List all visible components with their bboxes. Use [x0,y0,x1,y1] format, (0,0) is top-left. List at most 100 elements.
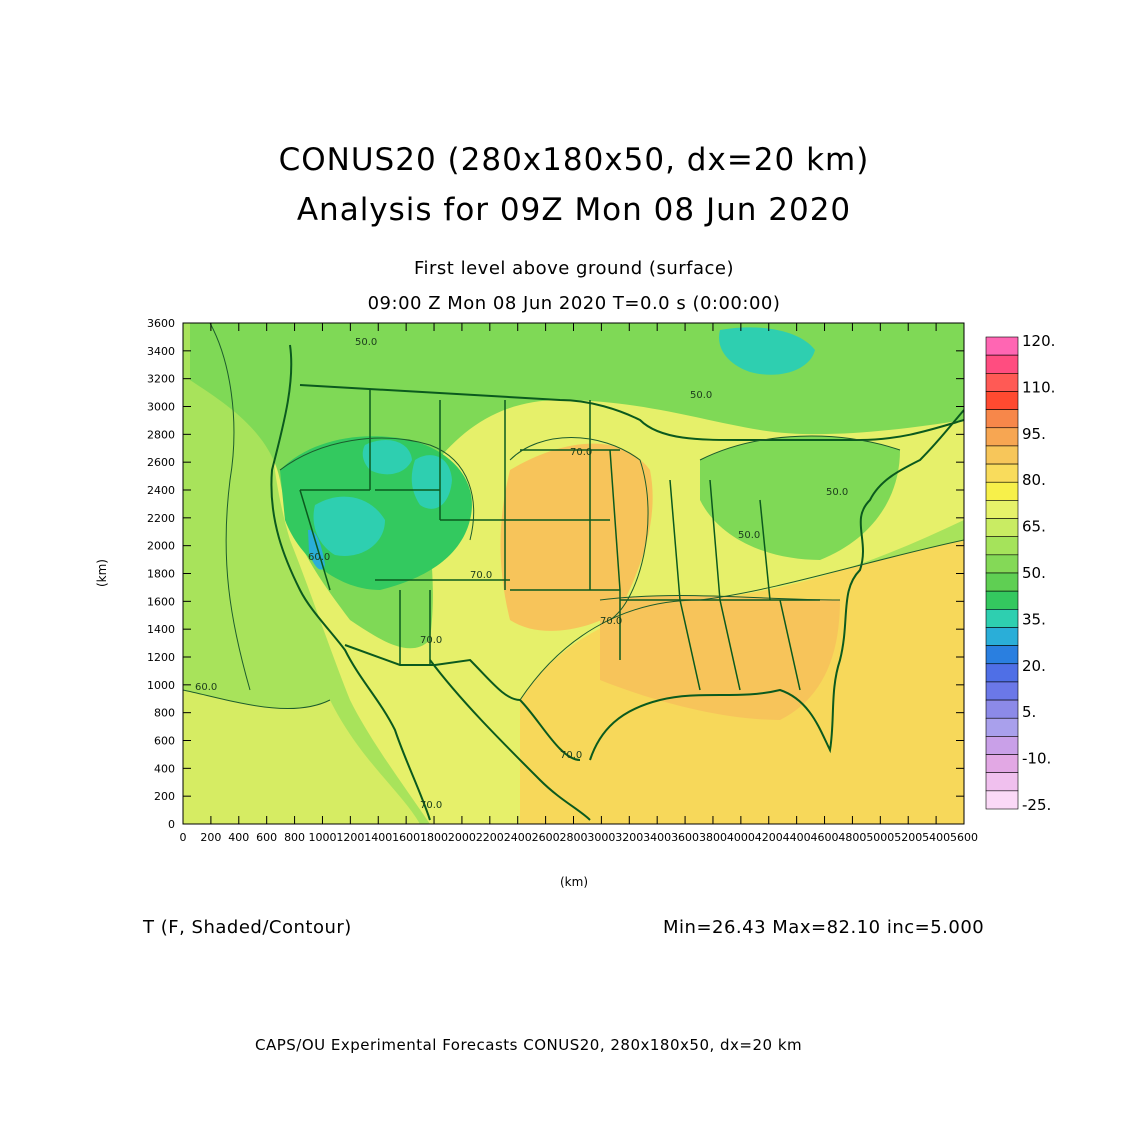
boundaries [270,344,964,821]
contour-label: 50.0 [690,390,712,401]
us-mexico-border [344,644,581,761]
x-tick-label: 800 [284,831,305,844]
chart-title-line1: CONUS20 (280x180x50, dx=20 km) [278,142,870,178]
x-tick-label: 4000 [727,831,755,844]
x-tick-label: 200 [200,831,221,844]
colorbar-label: 95. [1022,425,1046,443]
contour-label: 70.0 [470,570,492,581]
contour-label: 70.0 [560,750,582,761]
x-tick-label: 2800 [560,831,588,844]
colorbar-cell [985,699,1019,719]
colorbar-cell [985,790,1019,810]
level-label: First level above ground (surface) [413,258,735,279]
y-axis: 0 200 400 600 800 1000 1200 1400 1600 1800 2000 220… [147,317,964,831]
contour-labels: 50.0 60.0 70.0 70.0 50.0 50.0 70.0 70.0 70.0 50.0… [195,337,848,811]
x-tick-label: 2600 [532,831,560,844]
southern-ocean-shade [183,690,420,824]
x-axis-label: (km) [560,875,589,889]
y-tick-label: 200 [154,790,175,803]
x-tick-label: 2000 [448,831,476,844]
y-tick-label: 1000 [147,679,175,692]
colorbar-cell [985,500,1019,519]
contour-line [279,437,475,541]
colorbar-cell [985,445,1019,465]
x-tick-label: 1400 [364,831,392,844]
y-tick-label: 3400 [147,345,175,358]
colorbar-label: 50. [1022,564,1046,582]
northeast-cool-shade [700,436,900,560]
colorbar-labels: 120. 110. 95. 80. 65. 50. 35. 20. 5. -10. -25. [1022,332,1055,814]
x-tick-label: 600 [256,831,277,844]
colorbar-cell [985,336,1019,356]
contour-label: 70.0 [420,635,442,646]
contour-line [509,437,649,621]
x-tick-label: 3200 [615,831,643,844]
great-basin-colder-shade [313,496,385,556]
colorbar-label: 35. [1022,610,1046,628]
colorbar-label: 5. [1022,703,1036,721]
x-tick-label: 4800 [838,831,866,844]
us-canada-border [299,384,964,441]
y-tick-label: 2000 [147,540,175,553]
colorbar-label: 65. [1022,518,1046,536]
y-tick-label: 2600 [147,456,175,469]
state-lines [299,390,820,691]
contour-lines [183,323,964,710]
x-axis: 0 200 400 600 800 1000 1200 1400 1600 1800 2000 220… [180,323,978,844]
x-tick-label: 3800 [699,831,727,844]
canada-colder-shade [719,327,815,375]
colorbar-cell [985,590,1019,610]
shaded-field [183,323,964,824]
x-tick-label: 3000 [587,831,615,844]
y-tick-label: 600 [154,735,175,748]
colorbar-cell [985,427,1019,447]
variable-label: T (F, Shaded/Contour) [143,917,352,938]
contour-label: 60.0 [195,682,217,693]
plains-warm-shade [500,443,653,631]
x-tick-label: 4600 [811,831,839,844]
y-tick-label: 3200 [147,373,175,386]
colorbar-cell [985,354,1019,374]
y-tick-label: 1600 [147,595,175,608]
y-tick-label: 2200 [147,512,175,525]
contour-label: 70.0 [570,447,592,458]
colorbar-label: -10. [1022,750,1051,768]
y-tick-label: 800 [154,707,175,720]
x-tick-label: 5600 [950,831,978,844]
colorbar-label: -25. [1022,796,1051,814]
x-tick-label: 3400 [643,831,671,844]
x-tick-label: 1200 [336,831,364,844]
contour-label: 50.0 [826,487,848,498]
x-tick-label: 5200 [894,831,922,844]
colorbar-cell [985,536,1019,556]
colorbar-cell [985,663,1019,683]
x-tick-label: 400 [228,831,249,844]
colorbar-cell [985,772,1019,792]
contour-label: 70.0 [600,616,622,627]
colorbar-cell [985,373,1019,392]
x-tick-label: 4200 [755,831,783,844]
y-tick-label: 1200 [147,651,175,664]
x-tick-label: 2400 [504,831,532,844]
colorbar-label: 80. [1022,471,1046,489]
x-tick-label: 5000 [866,831,894,844]
colorbar-label: 120. [1022,332,1055,350]
stats-label: Min=26.43 Max=82.10 inc=5.000 [663,917,985,938]
y-tick-label: 1800 [147,568,175,581]
colorbar-cell [985,463,1019,483]
colorbar-cells [985,336,1019,810]
colorbar-cell [985,645,1019,665]
colorbar-cell [985,609,1019,628]
colorbar-cell [985,572,1019,592]
y-tick-label: 0 [168,818,175,831]
x-tick-label: 1000 [308,831,336,844]
colorbar-cell [985,627,1019,646]
contour-label: 60.0 [308,552,330,563]
colorbar-cell [985,554,1019,574]
x-tick-label: 3600 [671,831,699,844]
y-tick-label: 400 [154,762,175,775]
contour-line [209,323,251,691]
colorbar-label: 20. [1022,657,1046,675]
